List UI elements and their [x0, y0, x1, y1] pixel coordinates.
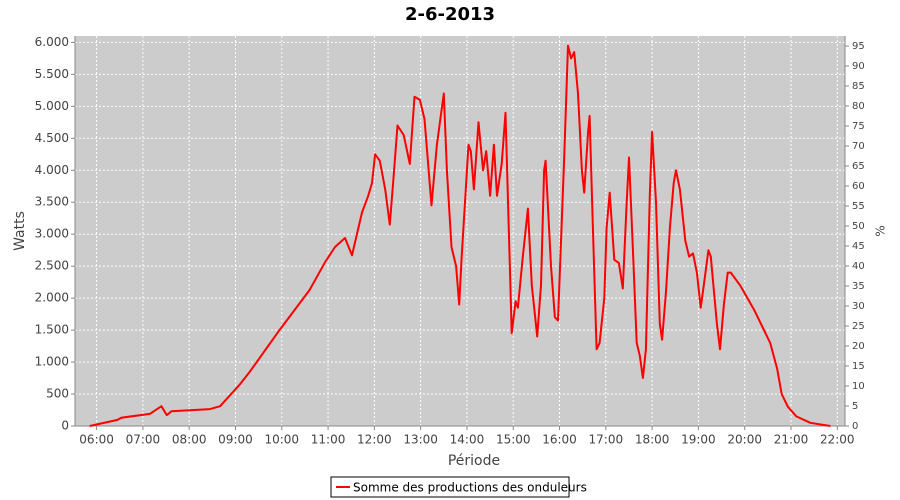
x-tick-label: 08:00	[172, 433, 207, 447]
y2-tick-label: 75	[852, 121, 865, 132]
y-tick-label: 4.500	[35, 131, 69, 145]
y2-tick-label: 95	[852, 41, 865, 52]
y2-tick-label: 5	[852, 401, 858, 412]
y-tick-label: 0	[61, 419, 69, 433]
x-tick-label: 11:00	[311, 433, 346, 447]
y2-tick-label: 55	[852, 201, 865, 212]
x-tick-label: 10:00	[264, 433, 299, 447]
y-tick-label: 2.000	[35, 291, 69, 305]
x-tick-label: 20:00	[727, 433, 762, 447]
x-tick-label: 06:00	[79, 433, 114, 447]
x-tick-label: 19:00	[681, 433, 716, 447]
y2-axis-label: %	[874, 225, 888, 236]
y2-tick-label: 0	[852, 421, 858, 432]
x-tick-label: 09:00	[218, 433, 253, 447]
x-tick-label: 15:00	[496, 433, 531, 447]
y2-tick-label: 20	[852, 341, 865, 352]
y-tick-label: 3.500	[35, 195, 69, 209]
y-tick-label: 2.500	[35, 259, 69, 273]
x-tick-label: 13:00	[403, 433, 438, 447]
y-tick-label: 5.000	[35, 99, 69, 113]
legend: Somme des productions des onduleurs	[330, 476, 587, 498]
y-tick-label: 500	[46, 387, 69, 401]
y2-tick-label: 35	[852, 281, 865, 292]
y-tick-label: 4.000	[35, 163, 69, 177]
x-tick-label: 22:00	[820, 433, 855, 447]
x-tick-label: 18:00	[635, 433, 670, 447]
legend-label: Somme des productions des onduleurs	[353, 481, 587, 495]
y-tick-label: 6.000	[35, 35, 69, 49]
y-tick-label: 5.500	[35, 67, 69, 81]
y-tick-label: 1.000	[35, 355, 69, 369]
x-tick-label: 07:00	[126, 433, 161, 447]
y2-tick-label: 90	[852, 61, 865, 72]
y-axis-label: Watts	[12, 211, 28, 251]
y2-tick-label: 85	[852, 81, 865, 92]
legend-box	[330, 476, 570, 498]
y2-tick-label: 30	[852, 301, 865, 312]
y2-tick-label: 40	[852, 261, 865, 272]
y2-tick-label: 50	[852, 221, 865, 232]
y2-tick-label: 45	[852, 241, 865, 252]
y2-tick-label: 65	[852, 161, 865, 172]
x-tick-label: 14:00	[450, 433, 485, 447]
y2-tick-label: 70	[852, 141, 865, 152]
x-tick-label: 16:00	[542, 433, 577, 447]
x-tick-label: 17:00	[589, 433, 624, 447]
plot-area	[75, 36, 845, 426]
y-tick-label: 1.500	[35, 323, 69, 337]
x-tick-label: 21:00	[774, 433, 809, 447]
chart-title: 2-6-2013	[405, 4, 495, 25]
y-tick-label: 3.000	[35, 227, 69, 241]
y2-tick-label: 60	[852, 181, 865, 192]
y2-tick-label: 25	[852, 321, 865, 332]
x-tick-label: 12:00	[357, 433, 392, 447]
y2-tick-label: 10	[852, 381, 865, 392]
y2-tick-label: 15	[852, 361, 865, 372]
x-axis-label: Période	[448, 453, 500, 469]
y2-tick-label: 80	[852, 101, 865, 112]
data-line	[89, 44, 831, 427]
